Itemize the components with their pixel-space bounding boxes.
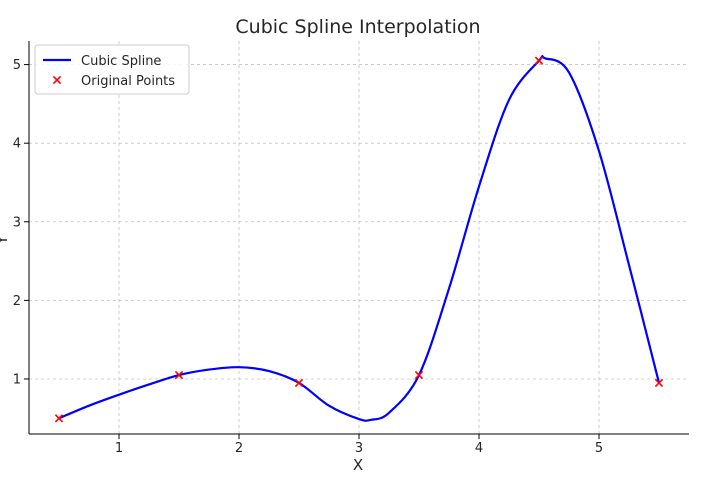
data-point-marker — [414, 370, 424, 380]
y-tick-label: 3 — [13, 215, 21, 230]
y-tick-label: 4 — [13, 137, 21, 152]
x-tick-label: 5 — [595, 441, 603, 456]
series-layer — [54, 55, 664, 423]
y-tick-label: 2 — [13, 294, 21, 309]
data-point-marker — [54, 414, 64, 423]
x-tick-label: 4 — [475, 441, 483, 456]
x-tick-label: 1 — [115, 441, 123, 456]
x-tick-label: 2 — [235, 441, 243, 456]
x-axis-label: X — [353, 456, 363, 474]
axes-layer: 1 2 3 4 5 1 2 3 4 5 — [13, 41, 689, 456]
legend-x-glyph — [52, 75, 62, 85]
legend-box — [34, 44, 190, 95]
legend-label-spline: Cubic Spline — [81, 54, 161, 69]
legend-label-points: Original Points — [81, 74, 175, 89]
legend: Cubic Spline Original Points — [34, 44, 190, 95]
x-tick-label: 3 — [355, 441, 363, 456]
data-point-marker — [534, 56, 544, 65]
grid-layer — [29, 41, 689, 434]
data-point-marker — [174, 370, 184, 380]
data-point-marker — [654, 378, 664, 388]
chart-title: Cubic Spline Interpolation — [235, 16, 480, 38]
y-tick-label: 5 — [13, 58, 21, 73]
y-tick-label: 1 — [13, 372, 21, 387]
data-point-marker — [294, 378, 304, 388]
legend-x-marker-swatch — [52, 75, 62, 85]
y-axis-label: Y — [0, 235, 11, 246]
